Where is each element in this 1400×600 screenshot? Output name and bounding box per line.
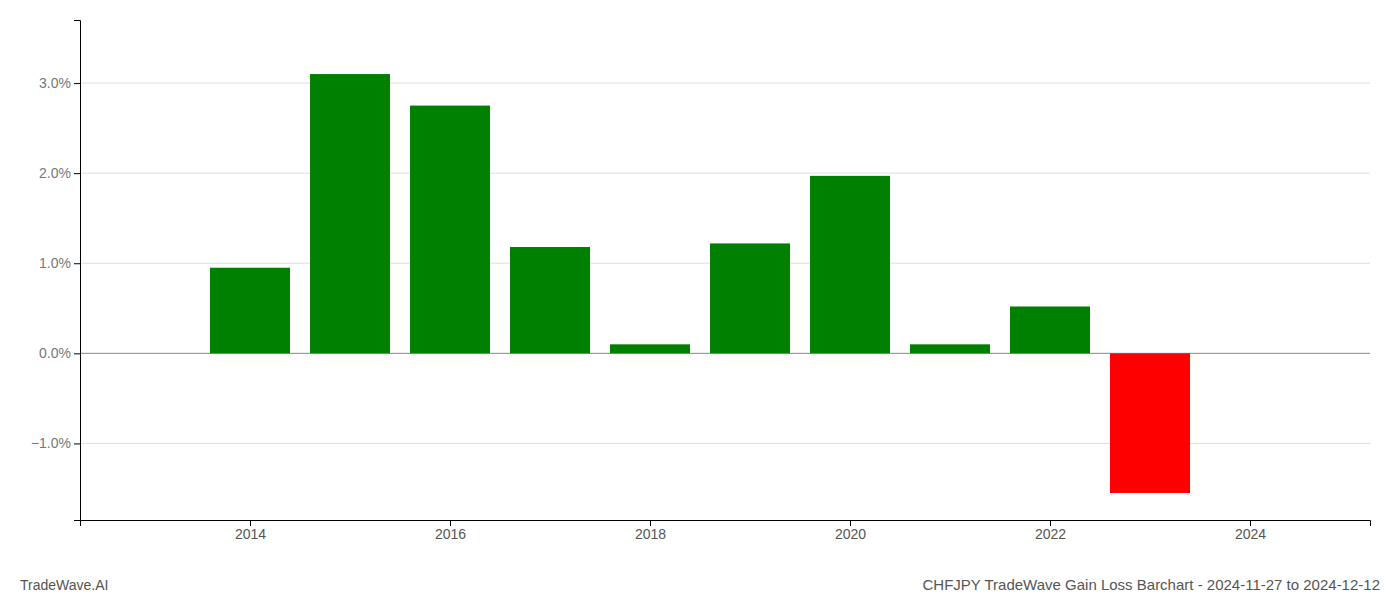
x-tick-label: 2014 [235, 526, 266, 542]
y-tick-label: 1.0% [39, 255, 71, 271]
y-tick: 0.0% [39, 345, 80, 361]
y-tick-label: 3.0% [39, 75, 71, 91]
bars [210, 74, 1190, 493]
bar [610, 344, 690, 353]
title: CHFJPY TradeWave Gain Loss Barchart - 20… [923, 576, 1380, 593]
tick-mark [74, 83, 80, 84]
bar [910, 344, 990, 353]
bar [310, 74, 390, 353]
tick-mark [74, 443, 80, 444]
y-tick-label: 2.0% [39, 165, 71, 181]
y-tick: −1.0% [31, 435, 80, 451]
x-tick-label: 2016 [435, 526, 466, 542]
x-tick: 2022 [1035, 520, 1066, 542]
x-tick-label: 2020 [835, 526, 866, 542]
x-tick: 2020 [835, 520, 866, 542]
x-tick-label: 2024 [1235, 526, 1266, 542]
grid-line [80, 173, 1370, 174]
x-tick: 2024 [1235, 520, 1266, 542]
plot: 2014 2016 2018 2020 2022 2024 −1.0% 0.0% 1.0% 2.0… [31, 21, 1371, 542]
grid-line [80, 83, 1370, 84]
axis-line [81, 521, 1371, 527]
bar [710, 243, 790, 353]
y-tick: 1.0% [39, 255, 80, 271]
bar [410, 106, 490, 354]
x-axis: 2014 2016 2018 2020 2022 2024 [81, 520, 1371, 542]
footer: TradeWave.AI [20, 577, 108, 593]
tick-mark [74, 173, 80, 174]
y-tick: 3.0% [39, 75, 80, 91]
axis-line [74, 21, 81, 521]
bar [510, 247, 590, 353]
bar [810, 176, 890, 353]
x-tick: 2014 [235, 520, 266, 542]
chart: 2014 2016 2018 2020 2022 2024 −1.0% 0.0% 1.0% 2.0… [0, 0, 1400, 600]
y-tick: 2.0% [39, 165, 80, 181]
x-tick: 2016 [435, 520, 466, 542]
bar [1110, 353, 1190, 493]
tick-mark [74, 353, 80, 354]
bar [1010, 306, 1090, 353]
x-tick-label: 2022 [1035, 526, 1066, 542]
bar [210, 268, 290, 354]
x-tick-label: 2018 [635, 526, 666, 542]
y-tick-label: 0.0% [39, 345, 71, 361]
x-tick: 2018 [635, 520, 666, 542]
y-axis: −1.0% 0.0% 1.0% 2.0% 3.0% [31, 21, 81, 521]
y-tick-label: −1.0% [31, 435, 71, 451]
tick-mark [74, 263, 80, 264]
